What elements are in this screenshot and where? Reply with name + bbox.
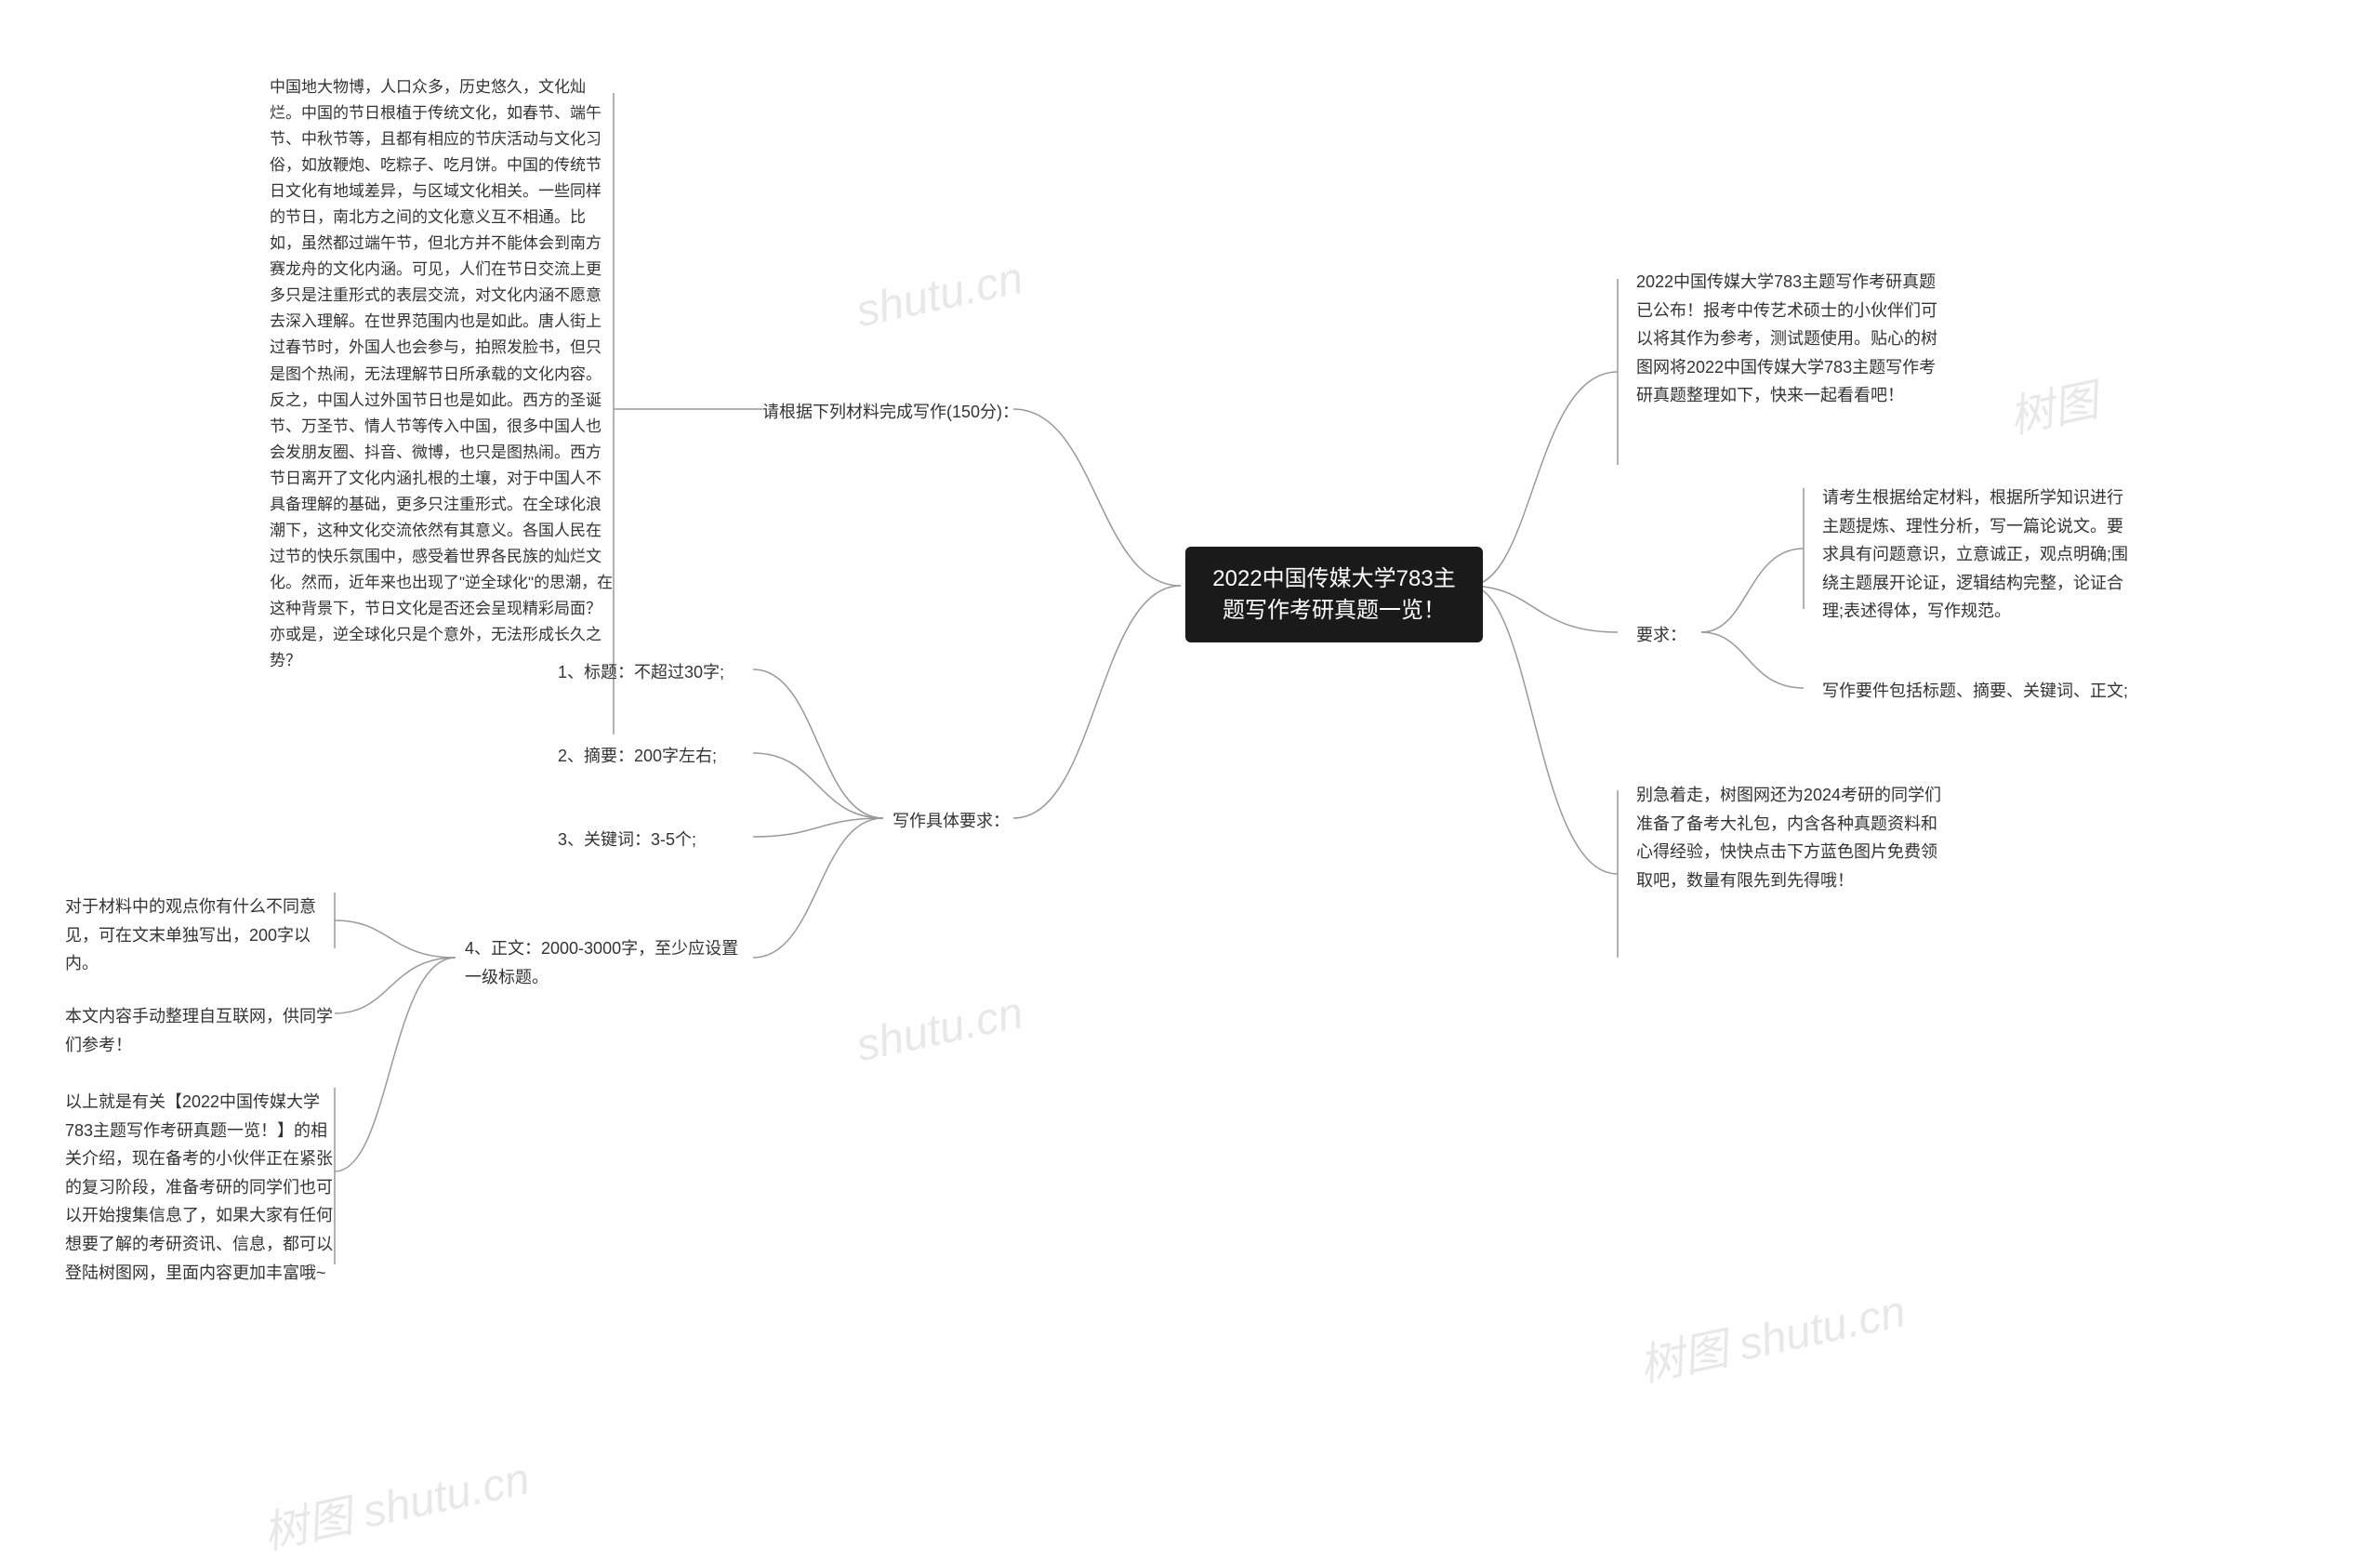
watermark: shutu.cn: [852, 987, 1027, 1073]
req-4: 4、正文：2000-3000字，至少应设置一级标题。: [465, 934, 753, 991]
watermark: 树图 shutu.cn: [257, 1442, 535, 1561]
watermark: shutu.cn: [852, 253, 1027, 338]
material-prompt: 请根据下列材料完成写作(150分)：: [762, 398, 1019, 427]
right-outro: 别急着走，树图网还为2024考研的同学们准备了备考大礼包，内含各种真题资料和心得…: [1636, 781, 1943, 894]
watermark: 树图 shutu.cn: [1633, 1275, 1911, 1395]
material-text: 中国地大物博，人口众多，历史悠久，文化灿烂。中国的节日根植于传统文化，如春节、端…: [270, 74, 614, 674]
writing-req-title: 写作具体要求：: [892, 807, 1010, 836]
req-1: 1、标题：不超过30字;: [558, 658, 724, 687]
req4-sub-b: 本文内容手动整理自互联网，供同学们参考！: [65, 1002, 335, 1059]
watermark: 树图: [2003, 364, 2103, 445]
require-b: 写作要件包括标题、摘要、关键词、正文;: [1822, 677, 2128, 706]
right-intro: 2022中国传媒大学783主题写作考研真题已公布！报考中传艺术硕士的小伙伴们可以…: [1636, 268, 1943, 410]
req4-sub-c: 以上就是有关【2022中国传媒大学783主题写作考研真题一览！】的相关介绍，现在…: [65, 1088, 335, 1287]
require-a: 请考生根据给定材料，根据所学知识进行主题提炼、理性分析，写一篇论说文。要求具有问…: [1822, 483, 2129, 626]
req-3: 3、关键词：3-5个;: [558, 826, 696, 854]
req-2: 2、摘要：200字左右;: [558, 742, 717, 771]
req4-sub-a: 对于材料中的观点你有什么不同意见，可在文末单独写出，200字以内。: [65, 893, 335, 978]
require-title: 要求：: [1636, 621, 1686, 650]
center-title: 2022中国传媒大学783主题写作考研真题一览！: [1185, 547, 1483, 642]
